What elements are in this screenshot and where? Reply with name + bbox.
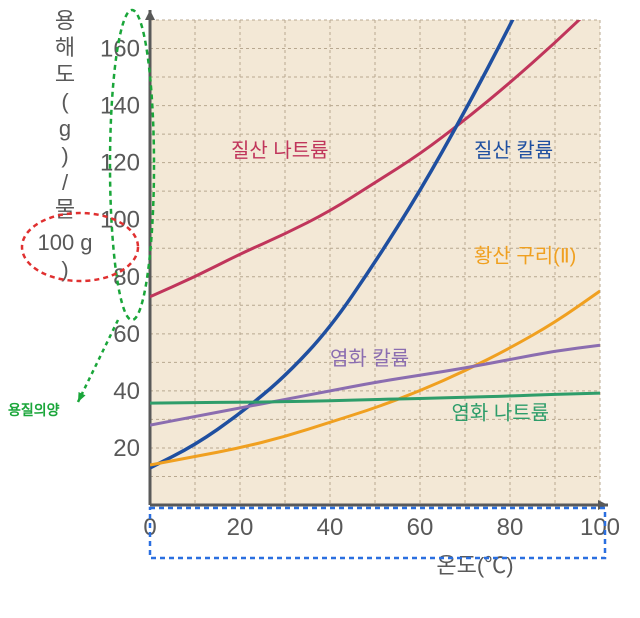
annotation-blue-rect: [150, 508, 605, 558]
annotation-arrow-line: [78, 320, 118, 402]
y-axis-label-part: g: [59, 116, 71, 141]
y-axis-label-part: 용: [55, 8, 75, 33]
y-axis-label-part: (: [61, 89, 69, 114]
y-axis-arrow: [145, 10, 155, 20]
annotation-arrow-label: 용질의양: [8, 402, 60, 418]
x-tick-label: 80: [497, 514, 524, 541]
y-tick-label: 80: [113, 264, 140, 291]
y-tick-label: 20: [113, 435, 140, 462]
series-label-potassium-chloride: 염화 칼륨: [330, 347, 409, 370]
y-tick-label: 140: [100, 93, 140, 120]
y-tick-label: 60: [113, 321, 140, 348]
y-axis-label-part: /: [62, 170, 69, 195]
x-tick-label: 40: [317, 514, 344, 541]
x-tick-label: 100: [580, 514, 620, 541]
y-tick-label: 100: [100, 207, 140, 234]
solubility-chart: 020406080100온도(℃)20406080100120140160용해도…: [0, 0, 640, 618]
series-label-sodium-chloride: 염화 나트륨: [452, 401, 550, 424]
series-label-sodium-nitrate: 질산 나트륨: [231, 139, 329, 162]
x-tick-label: 60: [407, 514, 434, 541]
series-label-potassium-nitrate: 질산 칼륨: [474, 139, 553, 162]
y-axis-label-part: 도: [55, 62, 75, 87]
y-tick-label: 40: [113, 378, 140, 405]
y-axis-label-part: 물: [55, 197, 75, 222]
y-axis-label-part: 해: [55, 35, 75, 60]
y-tick-label: 120: [100, 150, 140, 177]
series-label-copper-sulfate: 황산 구리(Ⅱ): [474, 245, 576, 268]
y-axis-label-part: ): [61, 143, 68, 168]
x-tick-label: 20: [227, 514, 254, 541]
y-axis-label-100g: 100 g: [37, 230, 92, 255]
